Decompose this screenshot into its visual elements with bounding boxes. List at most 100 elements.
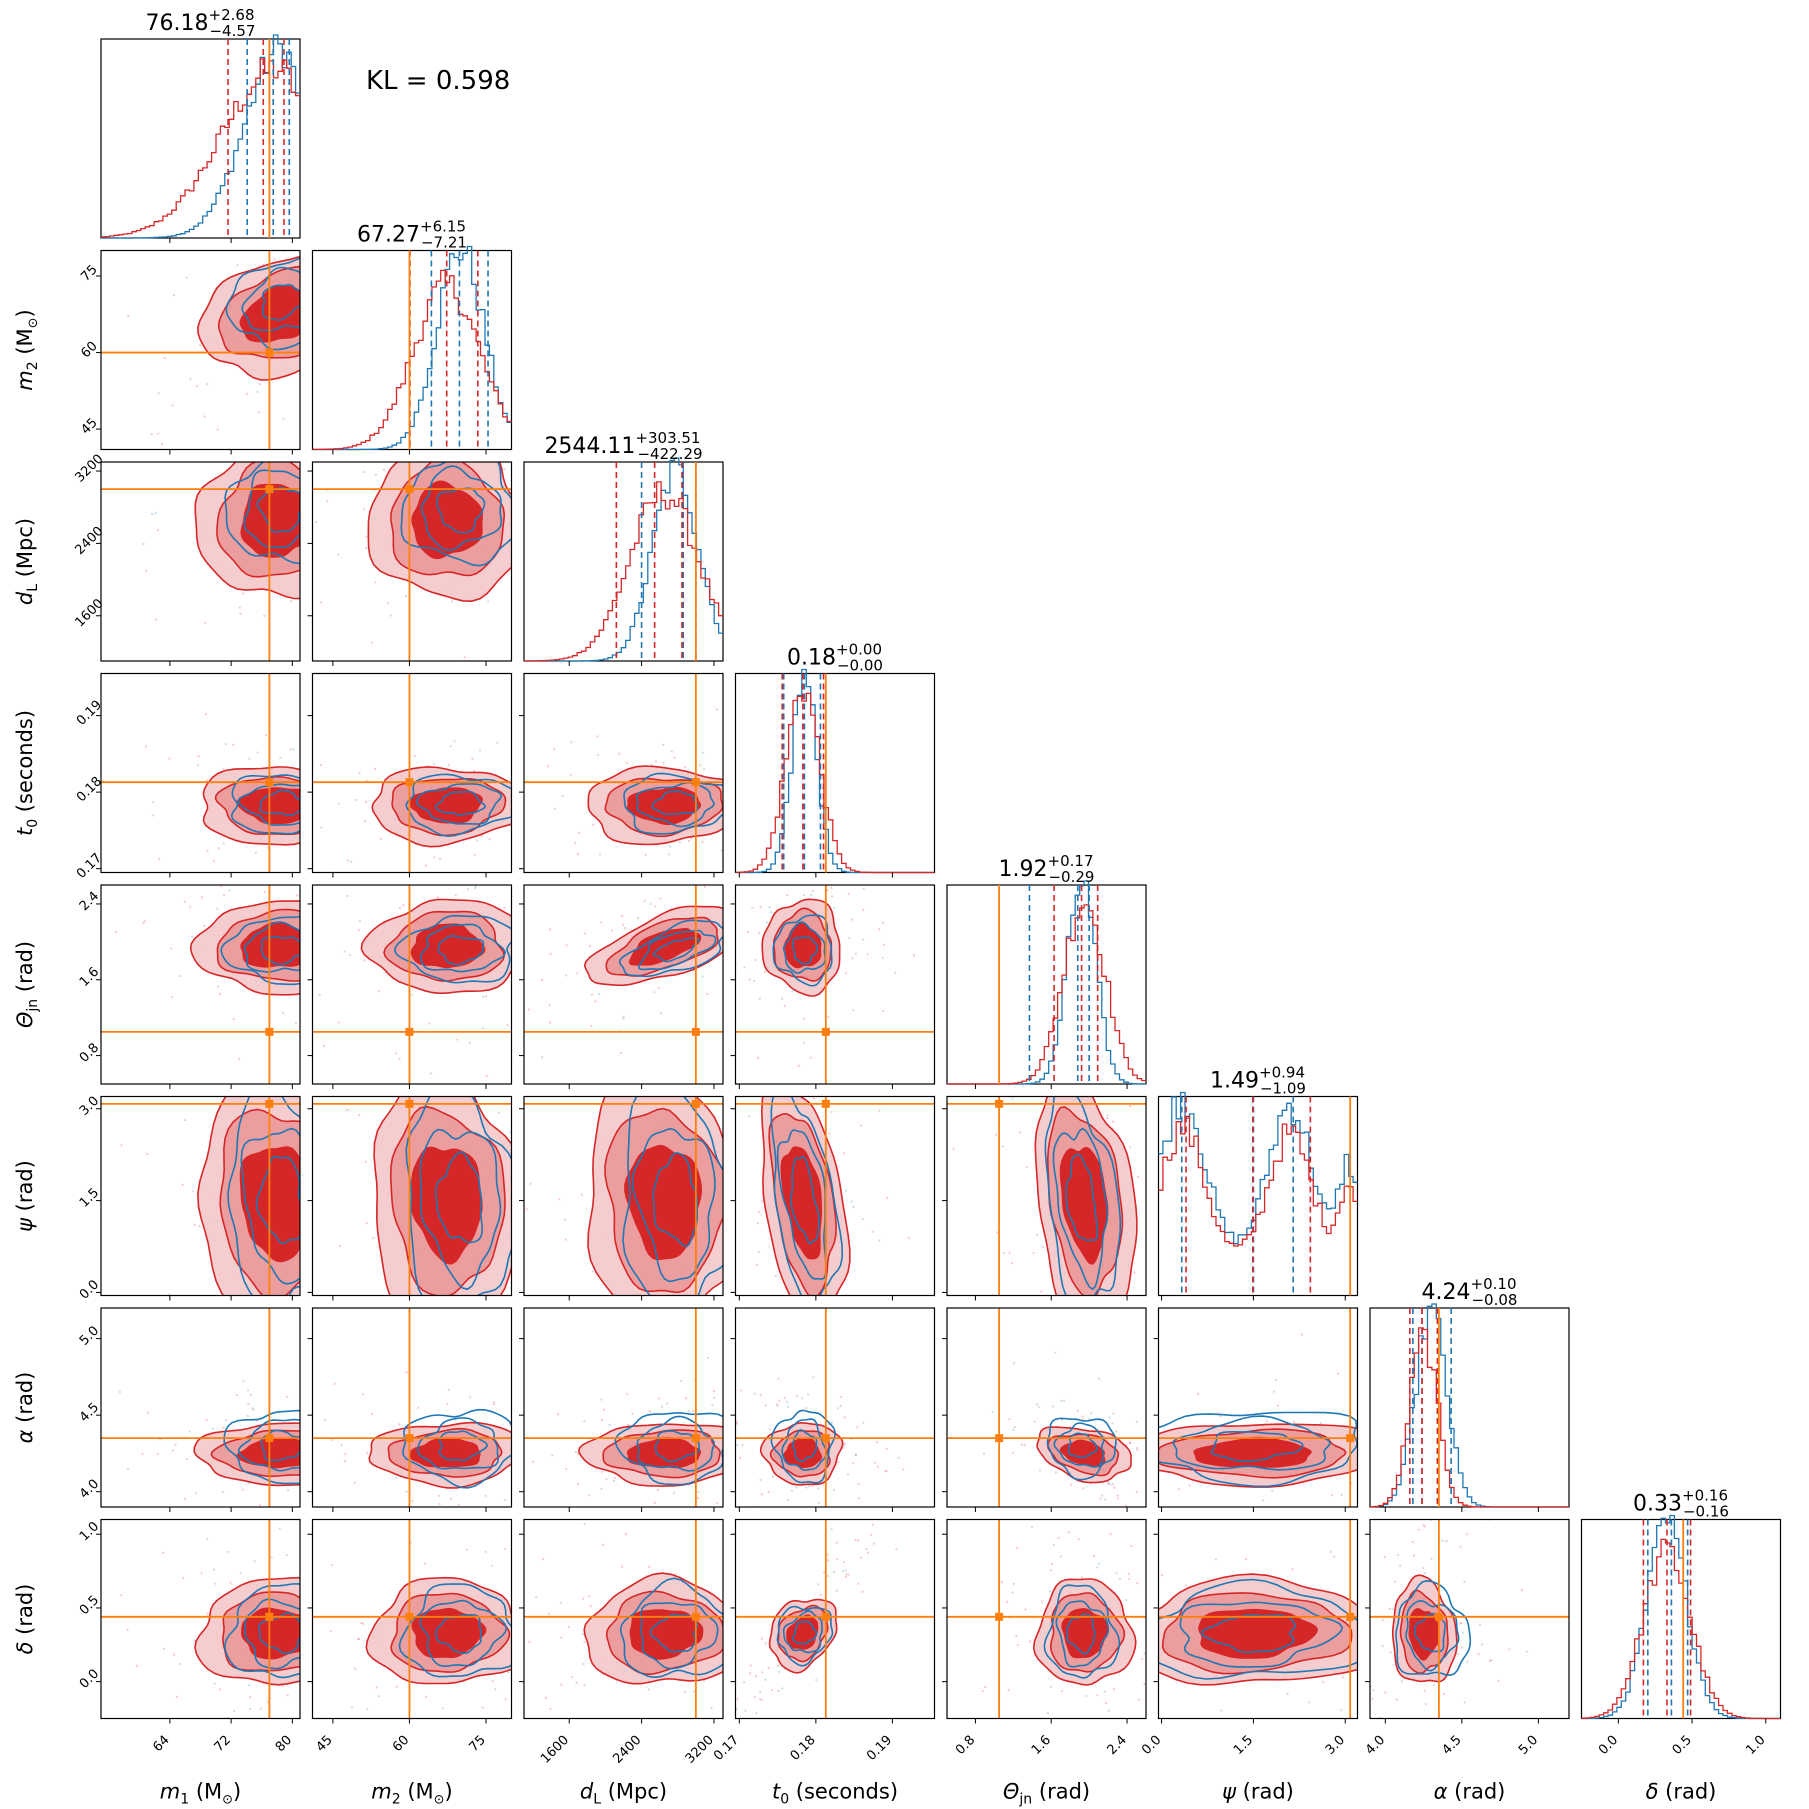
scatter-point [1395, 1698, 1398, 1701]
scatter-point [637, 464, 639, 466]
diag-frame [100, 38, 301, 239]
scatter-point [1010, 1262, 1013, 1265]
scatter-point [371, 1165, 373, 1167]
scatter-point [802, 1302, 804, 1304]
contour-red [216, 462, 300, 578]
scatter-point [546, 792, 548, 794]
contour-red [194, 1576, 300, 1686]
scatter-point [1394, 1580, 1397, 1583]
scatter-point [766, 806, 768, 808]
scatter-point [415, 1720, 417, 1722]
scatter-point [284, 1805, 286, 1807]
scatter-point [254, 851, 257, 854]
scatter-point [479, 749, 482, 752]
scatter-point [826, 889, 829, 892]
scatter-point [859, 1124, 863, 1127]
scatter-point [342, 1128, 344, 1130]
scatter-point [726, 1531, 728, 1533]
scatter-point [322, 784, 324, 786]
scatter-point [622, 923, 625, 926]
scatter-point [725, 1187, 727, 1189]
scatter-point [365, 1656, 367, 1658]
scatter-point [218, 1688, 221, 1691]
scatter-point [346, 894, 349, 898]
scatter-point [362, 1393, 365, 1396]
scatter-point [871, 1523, 874, 1526]
scatter-point [491, 1679, 494, 1682]
scatter-point [363, 470, 366, 474]
scatter-point [815, 1678, 818, 1682]
scatter-point [329, 1629, 332, 1633]
scatter-point [316, 990, 318, 992]
scatter-point [870, 1533, 873, 1537]
scatter-point [351, 520, 353, 522]
scatter-point [443, 1510, 445, 1512]
scatter-point [760, 1671, 764, 1674]
scatter-point [386, 455, 388, 457]
scatter-point [616, 992, 618, 994]
contour-blue [237, 1418, 300, 1472]
scatter-point [752, 979, 756, 983]
scatter-point [1423, 1571, 1427, 1575]
scatter-point [570, 983, 572, 985]
contour-red [1034, 1096, 1138, 1296]
scatter-point [833, 1570, 836, 1573]
scatter-point [589, 1605, 593, 1608]
scatter-point [205, 779, 209, 782]
scatter-point [473, 1393, 475, 1395]
scatter-point [295, 894, 299, 897]
scatter-point [193, 1223, 196, 1226]
scatter-point [350, 540, 352, 542]
scatter-point [881, 956, 884, 960]
scatter-point [460, 861, 462, 863]
scatter-point [120, 1144, 123, 1147]
scatter-point [535, 1420, 537, 1422]
scatter-point [768, 906, 771, 909]
y-tick-label: 1.5 [77, 1186, 102, 1211]
scatter-point [222, 1426, 225, 1429]
hist-blue [1158, 1091, 1358, 1245]
scatter-point [358, 954, 360, 956]
scatter-point [1004, 1447, 1006, 1449]
scatter-point [779, 1727, 781, 1729]
contour-blue [1405, 1599, 1460, 1672]
diag-title-delta: 0.33+0.16 −0.16 [1633, 1487, 1729, 1521]
scatter-point [746, 918, 748, 920]
scatter-point [578, 1004, 580, 1006]
panel-frame [311, 1307, 513, 1508]
contour-blue [438, 1430, 489, 1462]
scatter-point [320, 826, 323, 829]
scatter-point [345, 958, 347, 960]
scatter-point [365, 801, 368, 804]
panel-m2-theta_jn [311, 861, 618, 1085]
scatter-point [774, 1351, 776, 1353]
scatter-point [1403, 1725, 1405, 1727]
panel-m1-t0 [100, 672, 324, 874]
scatter-point [540, 1377, 542, 1379]
scatter-point [362, 1374, 364, 1376]
scatter-point [1441, 1539, 1444, 1542]
scatter-point [340, 929, 342, 931]
scatter-point [319, 601, 323, 604]
contour-red [367, 462, 512, 603]
scatter-point [370, 641, 374, 644]
contour-red [241, 1607, 300, 1660]
scatter-point [653, 991, 656, 994]
scatter-point [359, 960, 361, 962]
scatter-point [830, 1527, 833, 1531]
scatter-point [835, 1589, 838, 1592]
y-tick-label: 0.0 [77, 1667, 102, 1692]
scatter-point [162, 1551, 165, 1554]
scatter-point [313, 518, 315, 520]
scatter-point [1214, 1558, 1217, 1561]
scatter-point [633, 1333, 635, 1335]
scatter-point [1006, 1600, 1009, 1603]
scatter-point [343, 950, 346, 953]
scatter-point [480, 835, 483, 838]
scatter-point [395, 1685, 398, 1688]
scatter-point [758, 997, 761, 1000]
scatter-point [535, 1577, 537, 1579]
scatter-point [1083, 1022, 1085, 1024]
scatter-point [302, 663, 304, 665]
scatter-point [1130, 1544, 1133, 1548]
